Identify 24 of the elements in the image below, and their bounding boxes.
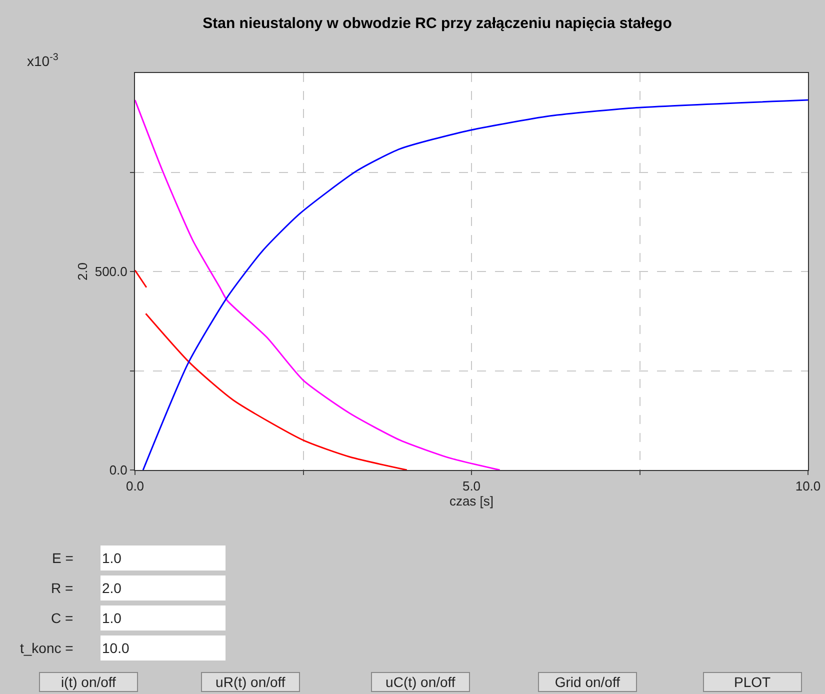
text: i(t) on/off [60,674,116,690]
text: PLOT [734,674,772,690]
x-axis-title: czas [s] [449,494,494,509]
text: 2.0 [102,580,122,596]
x-tick-label: 5.0 [462,478,481,494]
line-series [145,312,408,470]
x-tick-label: 10.0 [795,478,821,494]
text: x10$^{-3}$ [27,52,59,69]
text: 1.0 [102,610,122,626]
x-tick-label: 0.0 [126,478,144,494]
text: E = [52,550,74,566]
text: C = [51,610,74,626]
text: uC(t) on/off [386,674,456,690]
line-series [142,99,808,470]
text: 1.0 [102,550,122,566]
y-tick-label: 500.0 [94,264,128,280]
text: t_konc = [20,640,74,656]
text: uR(t) on/off [216,674,286,690]
chart-title: Stan nieustalony w obwodzie RC przy załączeniu napięcia stałego [202,14,672,32]
line-series [135,99,501,470]
text: 10.0 [102,640,130,656]
text: R = [51,580,74,596]
y-axis-title: 2.0 [74,262,90,281]
text: Grid on/off [554,674,620,690]
